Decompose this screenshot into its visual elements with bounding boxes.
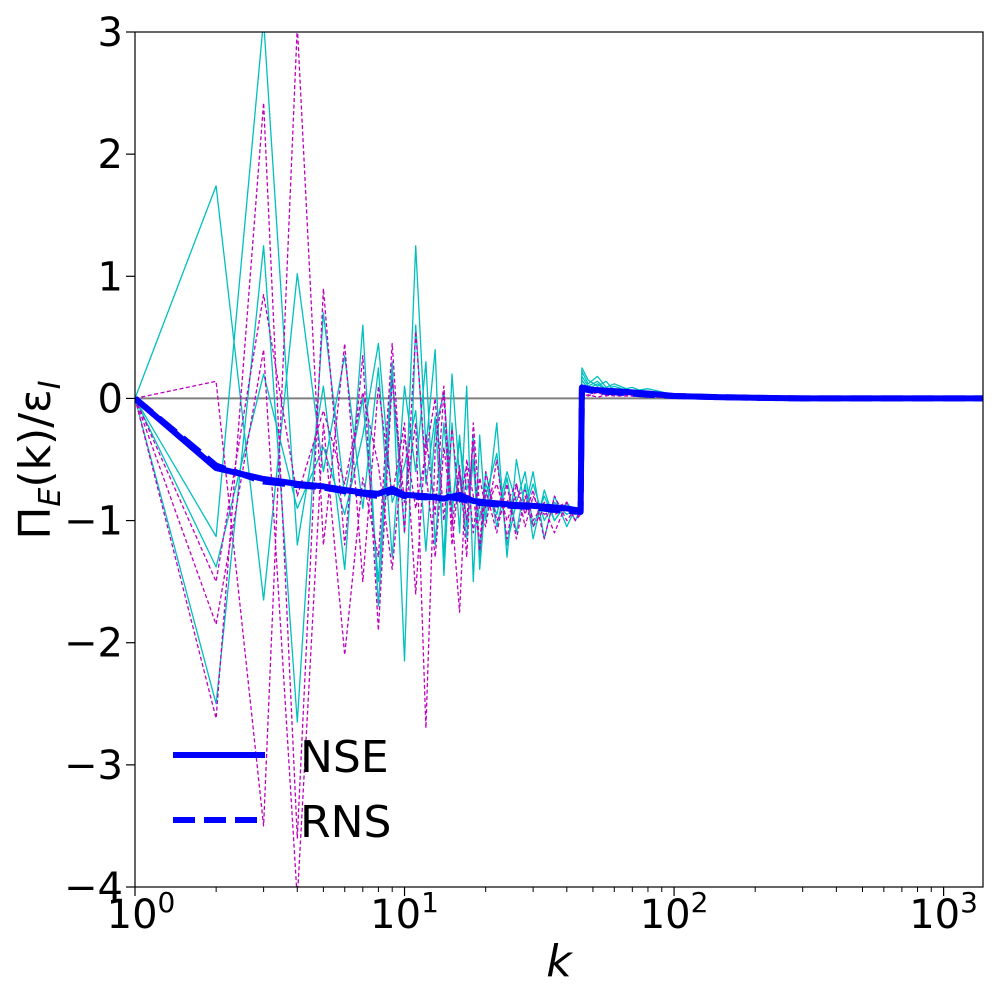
- legend: NSE RNS: [173, 732, 391, 848]
- plot-frame: [134, 31, 984, 888]
- ensemble-line-2: [135, 32, 675, 607]
- y-axis-label-mid: (k)/ε: [10, 389, 61, 487]
- x-tick-label: 101: [370, 886, 439, 938]
- x-tick-exponent: 1: [421, 886, 439, 919]
- plot-lines: [135, 32, 983, 887]
- x-axis-ticks: 100 101 102 103: [107, 886, 978, 938]
- y-tick-label: −3: [64, 743, 123, 789]
- ensemble-line-3: [135, 245, 675, 723]
- x-axis-label: k: [546, 936, 573, 987]
- x-tick-exponent: 2: [691, 886, 709, 919]
- y-axis-ticks: 3 2 1 0 −1 −2 −3 −4: [64, 10, 135, 911]
- x-tick-base: 10: [640, 892, 691, 938]
- y-tick-label: 3: [98, 10, 123, 56]
- y-axis-label-sub: E: [33, 488, 68, 507]
- y-axis-label-main: Π: [10, 507, 61, 540]
- y-tick-label: 2: [98, 132, 123, 178]
- ensemble-line-8: [135, 293, 675, 583]
- y-tick-label: −4: [64, 865, 123, 911]
- y-axis-label: ΠE(k)/εI: [10, 380, 68, 539]
- x-tick-exponent: 3: [960, 886, 978, 919]
- legend-label-nse: NSE: [300, 732, 389, 783]
- y-tick-label: −1: [64, 499, 123, 545]
- x-tick-base: 10: [370, 892, 421, 938]
- x-tick-base: 10: [909, 892, 960, 938]
- x-tick-label: 102: [640, 886, 709, 938]
- x-tick-base: 10: [107, 892, 158, 938]
- y-tick-label: 1: [98, 254, 123, 300]
- x-tick-label: 100: [107, 886, 176, 938]
- x-tick-exponent: 0: [158, 886, 176, 919]
- x-tick-label: 103: [909, 886, 978, 938]
- y-tick-label: 0: [98, 376, 123, 422]
- series-line-rns: [135, 385, 983, 515]
- y-tick-label: −2: [64, 621, 123, 667]
- y-axis-label-sub2: I: [33, 380, 68, 389]
- legend-label-rns: RNS: [300, 797, 391, 848]
